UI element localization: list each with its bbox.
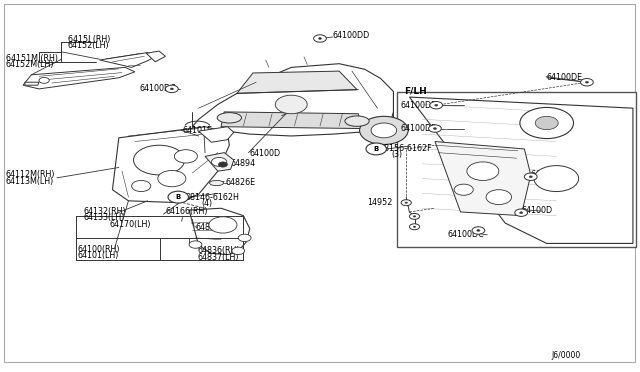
- Text: B: B: [175, 194, 181, 200]
- Text: 64826E: 64826E: [225, 178, 255, 187]
- Text: 64112M(RH): 64112M(RH): [6, 170, 55, 179]
- Text: 64101E: 64101E: [182, 126, 212, 135]
- Text: 64100DD: 64100DD: [333, 31, 370, 41]
- Circle shape: [410, 214, 420, 219]
- Text: 64837(LH): 64837(LH): [197, 253, 239, 262]
- Circle shape: [275, 95, 307, 114]
- Circle shape: [170, 88, 173, 90]
- Text: (4): (4): [202, 199, 213, 208]
- Circle shape: [435, 104, 438, 106]
- Circle shape: [174, 150, 197, 163]
- Circle shape: [433, 128, 436, 129]
- Circle shape: [515, 209, 527, 217]
- Circle shape: [238, 234, 251, 241]
- Circle shape: [413, 216, 416, 217]
- Text: 64166(RH): 64166(RH): [166, 207, 208, 216]
- Circle shape: [586, 81, 589, 83]
- Bar: [397, 92, 636, 247]
- Text: 64151M (RH): 64151M (RH): [6, 54, 58, 62]
- Text: J6/0000: J6/0000: [551, 351, 580, 360]
- Polygon shape: [198, 127, 234, 142]
- Circle shape: [211, 157, 227, 166]
- Circle shape: [410, 224, 420, 230]
- Circle shape: [134, 145, 184, 175]
- Text: 64100DB: 64100DB: [401, 101, 437, 110]
- Text: 64170(LH): 64170(LH): [109, 221, 151, 230]
- Ellipse shape: [345, 116, 369, 126]
- Text: 64100DF: 64100DF: [401, 124, 436, 133]
- Text: 64133(LH): 64133(LH): [84, 213, 125, 222]
- Circle shape: [166, 85, 178, 93]
- Text: 08156-6162F: 08156-6162F: [380, 144, 432, 153]
- Circle shape: [360, 116, 408, 144]
- Circle shape: [209, 217, 237, 233]
- Circle shape: [524, 173, 537, 180]
- Text: 64100DC: 64100DC: [140, 84, 177, 93]
- Circle shape: [534, 166, 579, 192]
- Circle shape: [477, 230, 480, 231]
- Text: 64100DC: 64100DC: [448, 230, 484, 240]
- Text: 64100D: 64100D: [521, 206, 552, 215]
- Polygon shape: [147, 51, 166, 62]
- Text: 64100DB: 64100DB: [531, 170, 568, 179]
- Circle shape: [168, 191, 188, 203]
- Text: 64113M(LH): 64113M(LH): [6, 177, 54, 186]
- Circle shape: [413, 226, 416, 228]
- Text: 64152(LH): 64152(LH): [68, 41, 109, 51]
- Circle shape: [189, 241, 202, 248]
- Polygon shape: [189, 208, 250, 254]
- Circle shape: [520, 108, 573, 138]
- Polygon shape: [23, 67, 135, 89]
- Ellipse shape: [217, 113, 241, 123]
- Circle shape: [486, 190, 511, 205]
- Text: 64152M(LH): 64152M(LH): [6, 60, 54, 69]
- Circle shape: [520, 212, 523, 214]
- Text: B: B: [374, 146, 379, 152]
- Polygon shape: [205, 153, 234, 171]
- Text: (3): (3): [392, 150, 403, 159]
- Text: 08146-6162H: 08146-6162H: [186, 193, 240, 202]
- Text: 6415l (RH): 6415l (RH): [68, 35, 110, 44]
- Circle shape: [405, 202, 408, 203]
- Polygon shape: [237, 71, 357, 93]
- Polygon shape: [221, 112, 362, 129]
- Text: 64836(RH): 64836(RH): [197, 246, 240, 255]
- Polygon shape: [435, 141, 531, 216]
- Polygon shape: [100, 52, 157, 67]
- Circle shape: [232, 247, 244, 254]
- Text: 64100D: 64100D: [250, 149, 281, 158]
- Polygon shape: [113, 127, 229, 203]
- Circle shape: [454, 184, 473, 195]
- Circle shape: [132, 180, 151, 192]
- Circle shape: [401, 200, 412, 206]
- Text: 64132(RH): 64132(RH): [84, 207, 126, 216]
- Circle shape: [529, 176, 532, 178]
- Circle shape: [319, 38, 321, 39]
- Text: 64100(RH): 64100(RH): [77, 244, 120, 253]
- Text: 64837E: 64837E: [195, 223, 225, 232]
- Circle shape: [467, 162, 499, 180]
- Circle shape: [158, 170, 186, 187]
- Polygon shape: [192, 64, 394, 136]
- Ellipse shape: [209, 180, 223, 186]
- Circle shape: [429, 125, 442, 132]
- Text: F/LH: F/LH: [404, 87, 427, 96]
- Polygon shape: [25, 82, 39, 85]
- Circle shape: [366, 143, 387, 155]
- Circle shape: [371, 123, 397, 138]
- Text: 14952: 14952: [367, 198, 392, 207]
- Circle shape: [580, 78, 593, 86]
- Circle shape: [430, 102, 443, 109]
- Text: 64101(LH): 64101(LH): [77, 251, 118, 260]
- Text: 64894: 64894: [230, 159, 256, 168]
- Circle shape: [472, 227, 484, 234]
- Circle shape: [535, 116, 558, 130]
- Circle shape: [218, 162, 227, 167]
- Circle shape: [39, 77, 49, 83]
- Text: 64100DE: 64100DE: [546, 73, 582, 82]
- Polygon shape: [410, 97, 633, 243]
- Circle shape: [314, 35, 326, 42]
